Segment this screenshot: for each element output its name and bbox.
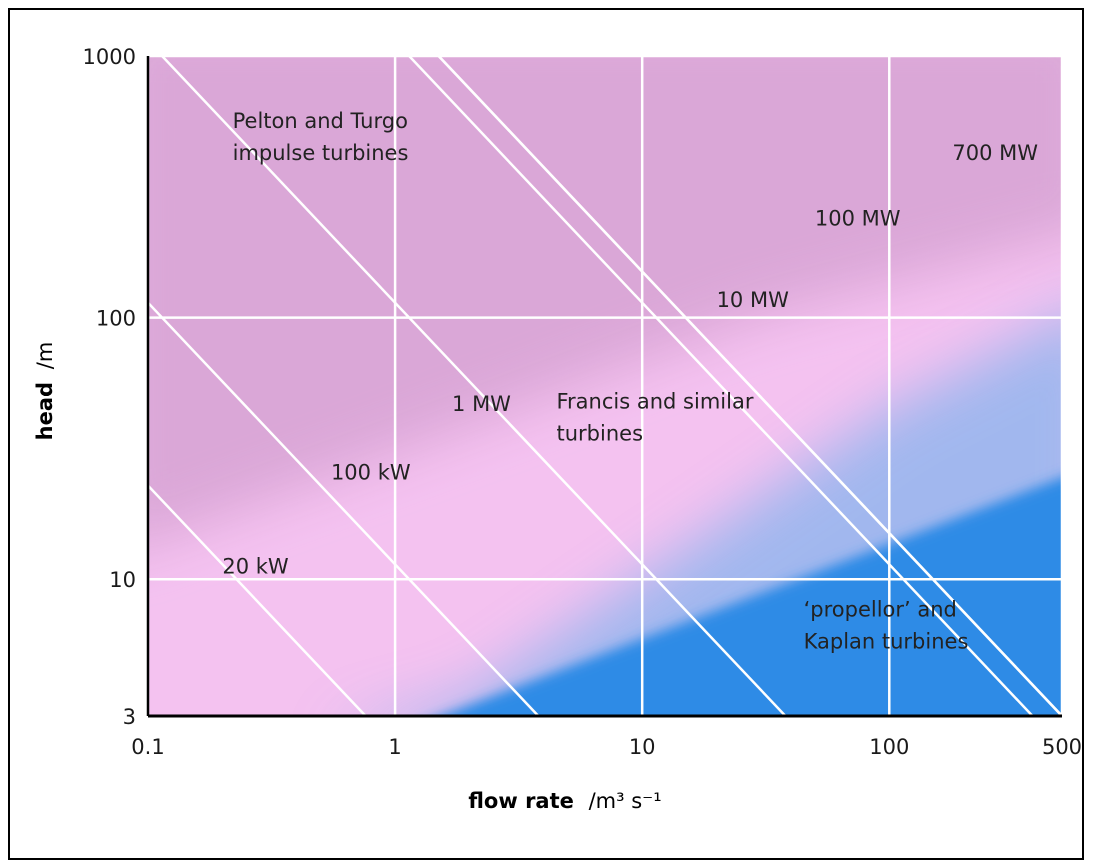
power-lines (148, 56, 1062, 716)
y-tick-label: 100 (96, 307, 136, 331)
power-label: 700 MW (952, 141, 1038, 165)
axes (146, 56, 1062, 718)
region-label: Francis and similar turbines (557, 389, 754, 445)
x-axis-title: flow rate /m³ s⁻¹ (468, 789, 661, 813)
y-tick-label: 1000 (83, 45, 136, 69)
power-line (148, 484, 367, 716)
y-axis-label: head (33, 382, 57, 440)
x-tick-label: 100 (869, 735, 909, 759)
power-line (407, 56, 1034, 716)
x-tick-labels: 0.1 1 10 100 500 (131, 735, 1082, 759)
power-line (436, 56, 1062, 716)
region-label: ‘propellor’ and Kaplan turbines (804, 598, 969, 654)
power-label: 100 kW (331, 461, 411, 485)
power-label: 20 kW (222, 555, 289, 579)
power-label: 1 MW (452, 392, 511, 416)
power-label: 10 MW (717, 288, 790, 312)
propeller-turbine-region (440, 477, 1062, 716)
power-label: 100 MW (815, 206, 901, 230)
power-line (148, 301, 540, 716)
region-label: Pelton and Turgo impulse turbines (233, 109, 409, 165)
y-tick-label: 3 (123, 705, 136, 729)
y-tick-label: 10 (109, 568, 136, 592)
grid-lines (148, 56, 1062, 716)
x-tick-label: 10 (629, 735, 656, 759)
x-axis-unit: /m³ s⁻¹ (589, 789, 662, 813)
power-labels: 20 kW 100 kW 1 MW 10 MW 100 MW 700 MW (222, 141, 1038, 579)
turbine-selection-chart: 0.1 1 10 100 500 3 10 100 1000 20 kW 100 kW 1 MW 1… (33, 45, 1082, 813)
power-line (160, 56, 787, 716)
y-axis-unit: /m (33, 342, 57, 370)
x-tick-label: 1 (388, 735, 401, 759)
x-tick-label: 500 (1042, 735, 1082, 759)
region-labels: Pelton and Turgo impulse turbines Francis … (233, 109, 969, 653)
y-tick-labels: 3 10 100 1000 (83, 45, 136, 729)
figure-frame: 0.1 1 10 100 500 3 10 100 1000 20 kW 100 kW 1 MW 1… (8, 8, 1084, 860)
x-axis-label: flow rate (468, 789, 574, 813)
x-tick-label: 0.1 (131, 735, 164, 759)
impulse-turbine-region (148, 56, 1062, 544)
y-axis-title: head /m (33, 342, 57, 441)
